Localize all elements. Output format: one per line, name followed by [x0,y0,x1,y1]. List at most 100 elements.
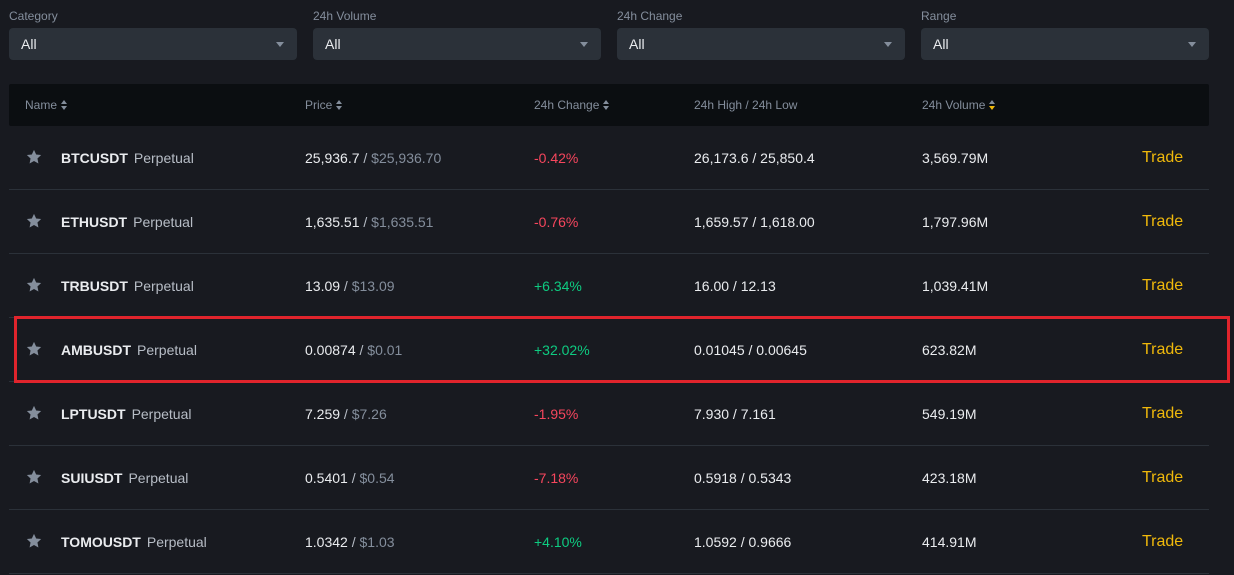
last-price: 1.0342 [305,534,348,550]
filter-label: Category [9,9,58,23]
trade-link[interactable]: Trade [1142,149,1184,166]
table-row[interactable]: LPTUSDT Perpetual 7.259 / $7.26 -1.95% 7.… [9,382,1209,446]
usd-price: $0.01 [367,342,403,358]
column-label: 24h High / 24h Low [694,98,798,112]
star-icon[interactable] [25,532,43,550]
column-label: Name [25,98,58,112]
usd-price: $0.54 [359,470,395,486]
star-icon[interactable] [25,276,43,294]
sort-icon [989,99,996,110]
column-header-price[interactable]: Price [305,84,343,126]
contract-type: Perpetual [146,534,207,550]
filter-range: Range All [921,8,1209,60]
symbol-cell: TRBUSDT Perpetual [61,254,194,318]
symbol-cell: AMBUSDT Perpetual [61,318,197,382]
table-row[interactable]: BTCUSDT Perpetual 25,936.7 / $25,936.70 -… [9,126,1209,190]
usd-price: $13.09 [351,278,395,294]
filter-volume: 24h Volume All [313,8,601,60]
table-row[interactable]: AMBUSDT Perpetual 0.00874 / $0.01 +32.02%… [9,318,1209,382]
symbol: SUIUSDT [61,470,123,486]
table-row[interactable]: SUIUSDT Perpetual 0.5401 / $0.54 -7.18% 0… [9,446,1209,510]
table-row[interactable]: ETHUSDT Perpetual 1,635.51 / $1,635.51 -0… [9,190,1209,254]
filter-bar: Category All 24h Volume All 24h Change A… [9,8,1209,60]
price-cell: 0.5401 / $0.54 [305,446,395,510]
high-low-cell: 7.930 / 7.161 [694,406,776,422]
table-row[interactable]: TRBUSDT Perpetual 13.09 / $13.09 +6.34% 1… [9,254,1209,318]
symbol-cell: ETHUSDT Perpetual [61,190,193,254]
change-cell: +32.02% [534,342,590,358]
column-label: 24h Change [534,98,600,112]
high-low-cell: 16.00 / 12.13 [694,278,776,294]
last-price: 0.5401 [305,470,348,486]
price-cell: 0.00874 / $0.01 [305,318,402,382]
column-header-name[interactable]: Name [25,84,68,126]
volume-cell: 1,039.41M [922,278,989,294]
sort-icon [603,99,610,110]
volume-select[interactable]: All [313,28,601,60]
star-icon[interactable] [25,340,43,358]
table-body: BTCUSDT Perpetual 25,936.7 / $25,936.70 -… [9,126,1209,574]
price-cell: 13.09 / $13.09 [305,254,395,318]
usd-price: $25,936.70 [371,150,442,166]
column-header-volume[interactable]: 24h Volume [922,84,996,126]
symbol-cell: SUIUSDT Perpetual [61,446,188,510]
price-cell: 1.0342 / $1.03 [305,510,395,574]
select-value: All [933,36,949,52]
caret-down-icon [580,42,588,47]
table-row[interactable]: TOMOUSDT Perpetual 1.0342 / $1.03 +4.10% … [9,510,1209,574]
trade-link[interactable]: Trade [1142,405,1184,422]
column-label: 24h Volume [922,98,986,112]
price-cell: 7.259 / $7.26 [305,382,387,446]
volume-cell: 1,797.96M [922,214,989,230]
volume-cell: 623.82M [922,342,977,358]
filter-category: Category All [9,8,297,60]
category-select[interactable]: All [9,28,297,60]
volume-cell: 423.18M [922,470,977,486]
select-value: All [21,36,37,52]
high-low-cell: 1,659.57 / 1,618.00 [694,214,815,230]
trade-link[interactable]: Trade [1142,277,1184,294]
change-cell: -1.95% [534,406,579,422]
price-separator: / [340,406,352,422]
column-header-high-low: 24h High / 24h Low [694,84,797,126]
last-price: 25,936.7 [305,150,360,166]
star-icon[interactable] [25,404,43,422]
contract-type: Perpetual [128,470,189,486]
filter-label: 24h Volume [313,9,377,23]
high-low-cell: 1.0592 / 0.9666 [694,534,792,550]
star-icon[interactable] [25,212,43,230]
last-price: 0.00874 [305,342,356,358]
trade-link[interactable]: Trade [1142,469,1184,486]
contract-type: Perpetual [133,214,194,230]
contract-type: Perpetual [133,278,194,294]
caret-down-icon [1188,42,1196,47]
symbol-cell: LPTUSDT Perpetual [61,382,192,446]
trade-link[interactable]: Trade [1142,341,1184,358]
contract-type: Perpetual [137,342,197,358]
markets-table: Name Price 24h Change 24h High / 24h Low… [9,84,1209,574]
trade-link[interactable]: Trade [1142,213,1184,230]
star-icon[interactable] [25,468,43,486]
price-separator: / [355,342,368,358]
price-cell: 1,635.51 / $1,635.51 [305,190,433,254]
symbol: AMBUSDT [61,342,131,358]
symbol-cell: TOMOUSDT Perpetual [61,510,207,574]
last-price: 1,635.51 [305,214,360,230]
price-separator: / [347,534,360,550]
change-cell: -0.42% [534,150,579,166]
range-select[interactable]: All [921,28,1209,60]
column-header-change[interactable]: 24h Change [534,84,610,126]
trade-link[interactable]: Trade [1142,533,1184,550]
volume-cell: 3,569.79M [922,150,989,166]
column-label: Price [305,98,333,112]
caret-down-icon [276,42,284,47]
star-icon[interactable] [25,148,43,166]
symbol-cell: BTCUSDT Perpetual [61,126,194,190]
last-price: 13.09 [305,278,341,294]
select-value: All [325,36,341,52]
change-select[interactable]: All [617,28,905,60]
change-cell: +4.10% [534,534,582,550]
usd-price: $7.26 [351,406,387,422]
contract-type: Perpetual [133,150,194,166]
filter-label: Range [921,9,957,23]
